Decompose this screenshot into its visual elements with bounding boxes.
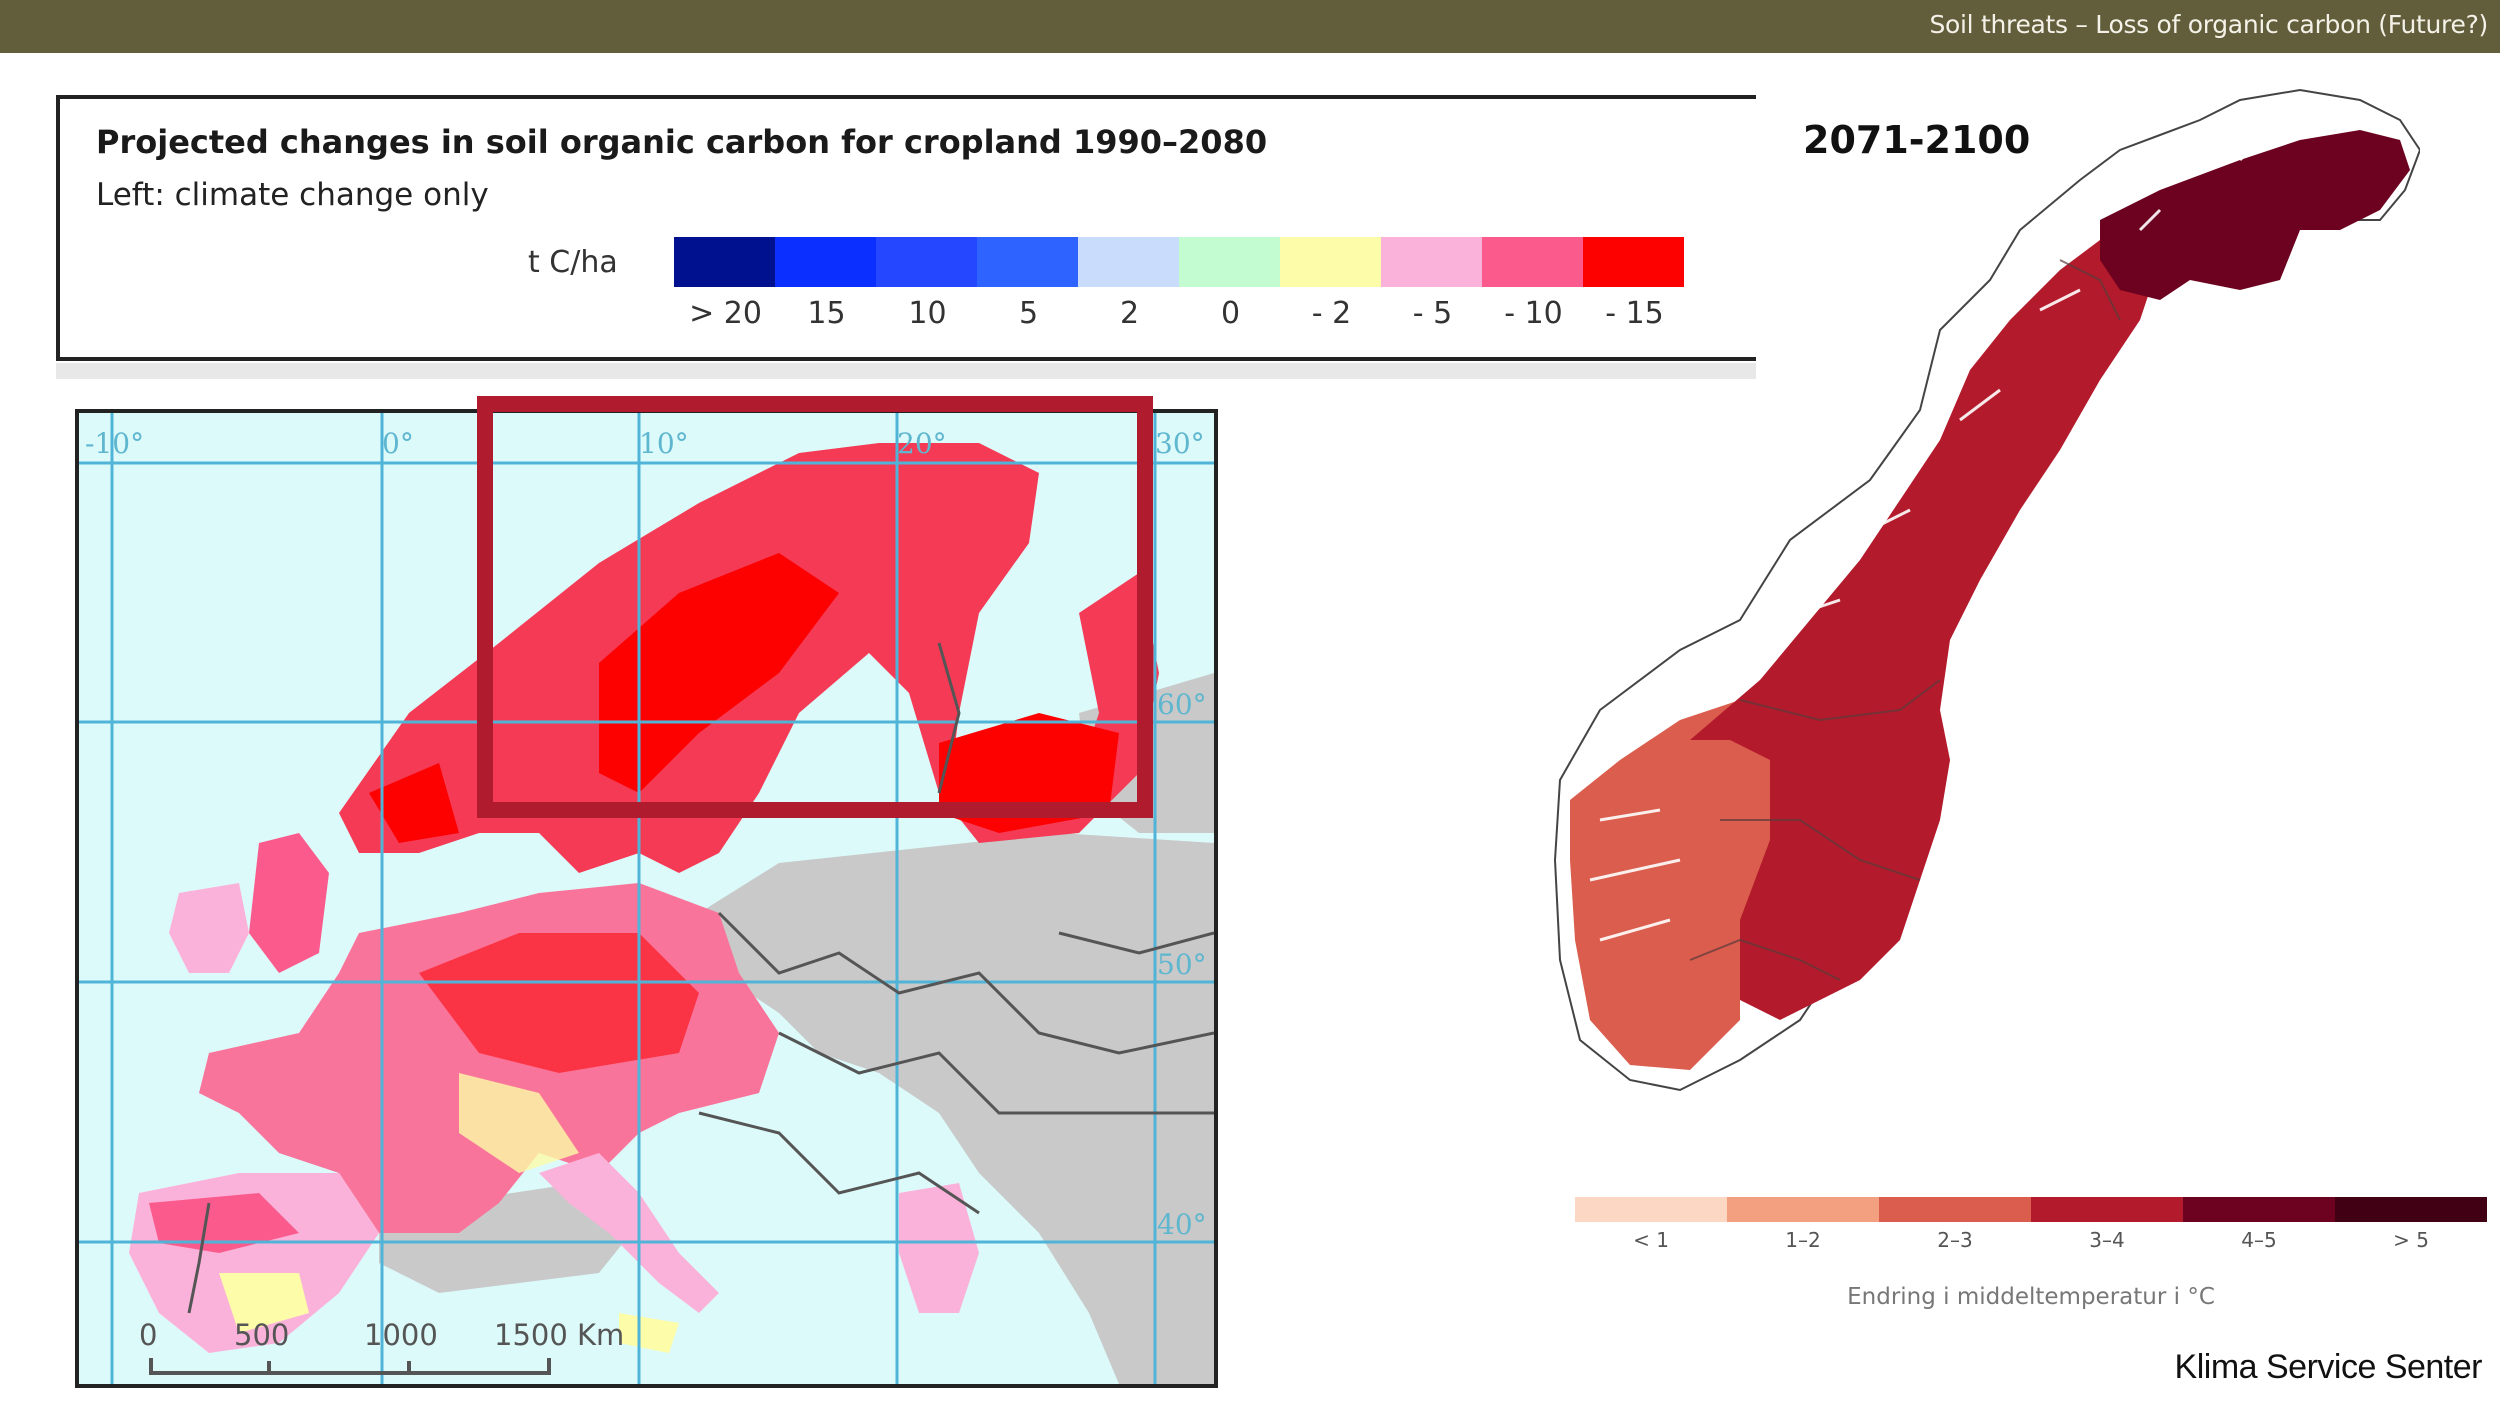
temperature-colorbar-labels: < 1 1–2 2–3 3–4 4–5 > 5 bbox=[1575, 1228, 2487, 1252]
soc-bin-label: > 20 bbox=[689, 296, 762, 331]
scale-label-0: 0 bbox=[139, 1318, 158, 1352]
europe-soc-map: -10° 0° 10° 20° 30° 60° 50° 40° 0 500 10… bbox=[75, 409, 1218, 1388]
soc-colorbar-scale bbox=[674, 237, 1684, 287]
lon-label-minus10: -10° bbox=[85, 427, 145, 460]
norway-temperature-map bbox=[1553, 88, 2420, 1092]
soc-bin-swatch bbox=[1583, 237, 1684, 287]
soc-bin-swatch bbox=[876, 237, 977, 287]
credit-text: Klima Service Senter bbox=[2174, 1348, 2483, 1386]
soc-bin-swatch bbox=[1280, 237, 1381, 287]
soc-bin-swatch bbox=[977, 237, 1078, 287]
soc-bin-label: - 5 bbox=[1412, 296, 1453, 331]
scandinavia-highlight-box bbox=[477, 396, 1153, 818]
temp-bin-swatch bbox=[2183, 1197, 2335, 1222]
lon-label-30: 30° bbox=[1155, 427, 1205, 460]
legend-unit: t C/ha bbox=[528, 245, 618, 280]
soc-bin-swatch bbox=[674, 237, 775, 287]
lon-label-20: 20° bbox=[897, 427, 947, 460]
temp-bin-label: < 1 bbox=[1633, 1228, 1669, 1252]
soc-bin-swatch bbox=[1078, 237, 1179, 287]
lat-label-50: 50° bbox=[1157, 948, 1207, 981]
temp-bin-label: 4–5 bbox=[2241, 1228, 2277, 1252]
soc-bin-label: 2 bbox=[1119, 296, 1140, 331]
lon-label-0: 0° bbox=[382, 427, 414, 460]
scale-label-1000: 1000 bbox=[364, 1318, 438, 1352]
lat-label-40: 40° bbox=[1157, 1208, 1207, 1241]
soc-bin-label: - 15 bbox=[1605, 296, 1664, 331]
soc-bin-label: 0 bbox=[1220, 296, 1241, 331]
temp-bin-label: 3–4 bbox=[2089, 1228, 2125, 1252]
temp-bin-swatch bbox=[2031, 1197, 2183, 1222]
temperature-colorbar bbox=[1575, 1197, 2487, 1222]
soc-bin-swatch bbox=[775, 237, 876, 287]
legend-title: Projected changes in soil organic carbon… bbox=[96, 123, 1268, 161]
lon-label-10: 10° bbox=[639, 427, 689, 460]
temp-bin-label: > 5 bbox=[2393, 1228, 2429, 1252]
scale-label-500: 500 bbox=[234, 1318, 290, 1352]
soc-bin-label: 15 bbox=[807, 296, 846, 331]
scale-label-1500: 1500 Km bbox=[494, 1318, 625, 1352]
soc-bin-label: - 10 bbox=[1504, 296, 1563, 331]
temp-bin-swatch bbox=[1879, 1197, 2031, 1222]
header-bar: Soil threats – Loss of organic carbon (F… bbox=[0, 0, 2500, 53]
soc-bin-swatch bbox=[1482, 237, 1583, 287]
soc-bin-swatch bbox=[1381, 237, 1482, 287]
lat-label-60: 60° bbox=[1157, 688, 1207, 721]
temp-bin-swatch bbox=[2335, 1197, 2487, 1222]
temperature-caption: Endring i middeltemperatur i °C bbox=[1847, 1284, 2215, 1310]
soc-legend-panel: Projected changes in soil organic carbon… bbox=[56, 95, 1756, 361]
soc-bin-swatch bbox=[1179, 237, 1280, 287]
legend-subtitle: Left: climate change only bbox=[96, 177, 489, 213]
europe-map-graphic bbox=[79, 413, 1214, 1384]
norway-period-title: 2071-2100 bbox=[1803, 118, 2031, 162]
temp-bin-swatch bbox=[1575, 1197, 1727, 1222]
temp-bin-label: 1–2 bbox=[1785, 1228, 1821, 1252]
soc-bin-label: 10 bbox=[908, 296, 947, 331]
legend-shadow bbox=[56, 363, 1756, 379]
temp-bin-label: 2–3 bbox=[1937, 1228, 1973, 1252]
slide-title: Soil threats – Loss of organic carbon (F… bbox=[1929, 10, 2488, 39]
soc-colorbar-labels: > 20 15 10 5 2 0 - 2 - 5 - 10 - 15 bbox=[674, 296, 1684, 331]
temp-bin-swatch bbox=[1727, 1197, 1879, 1222]
soc-bin-label: 5 bbox=[1018, 296, 1039, 331]
soc-bin-label: - 2 bbox=[1311, 296, 1352, 331]
